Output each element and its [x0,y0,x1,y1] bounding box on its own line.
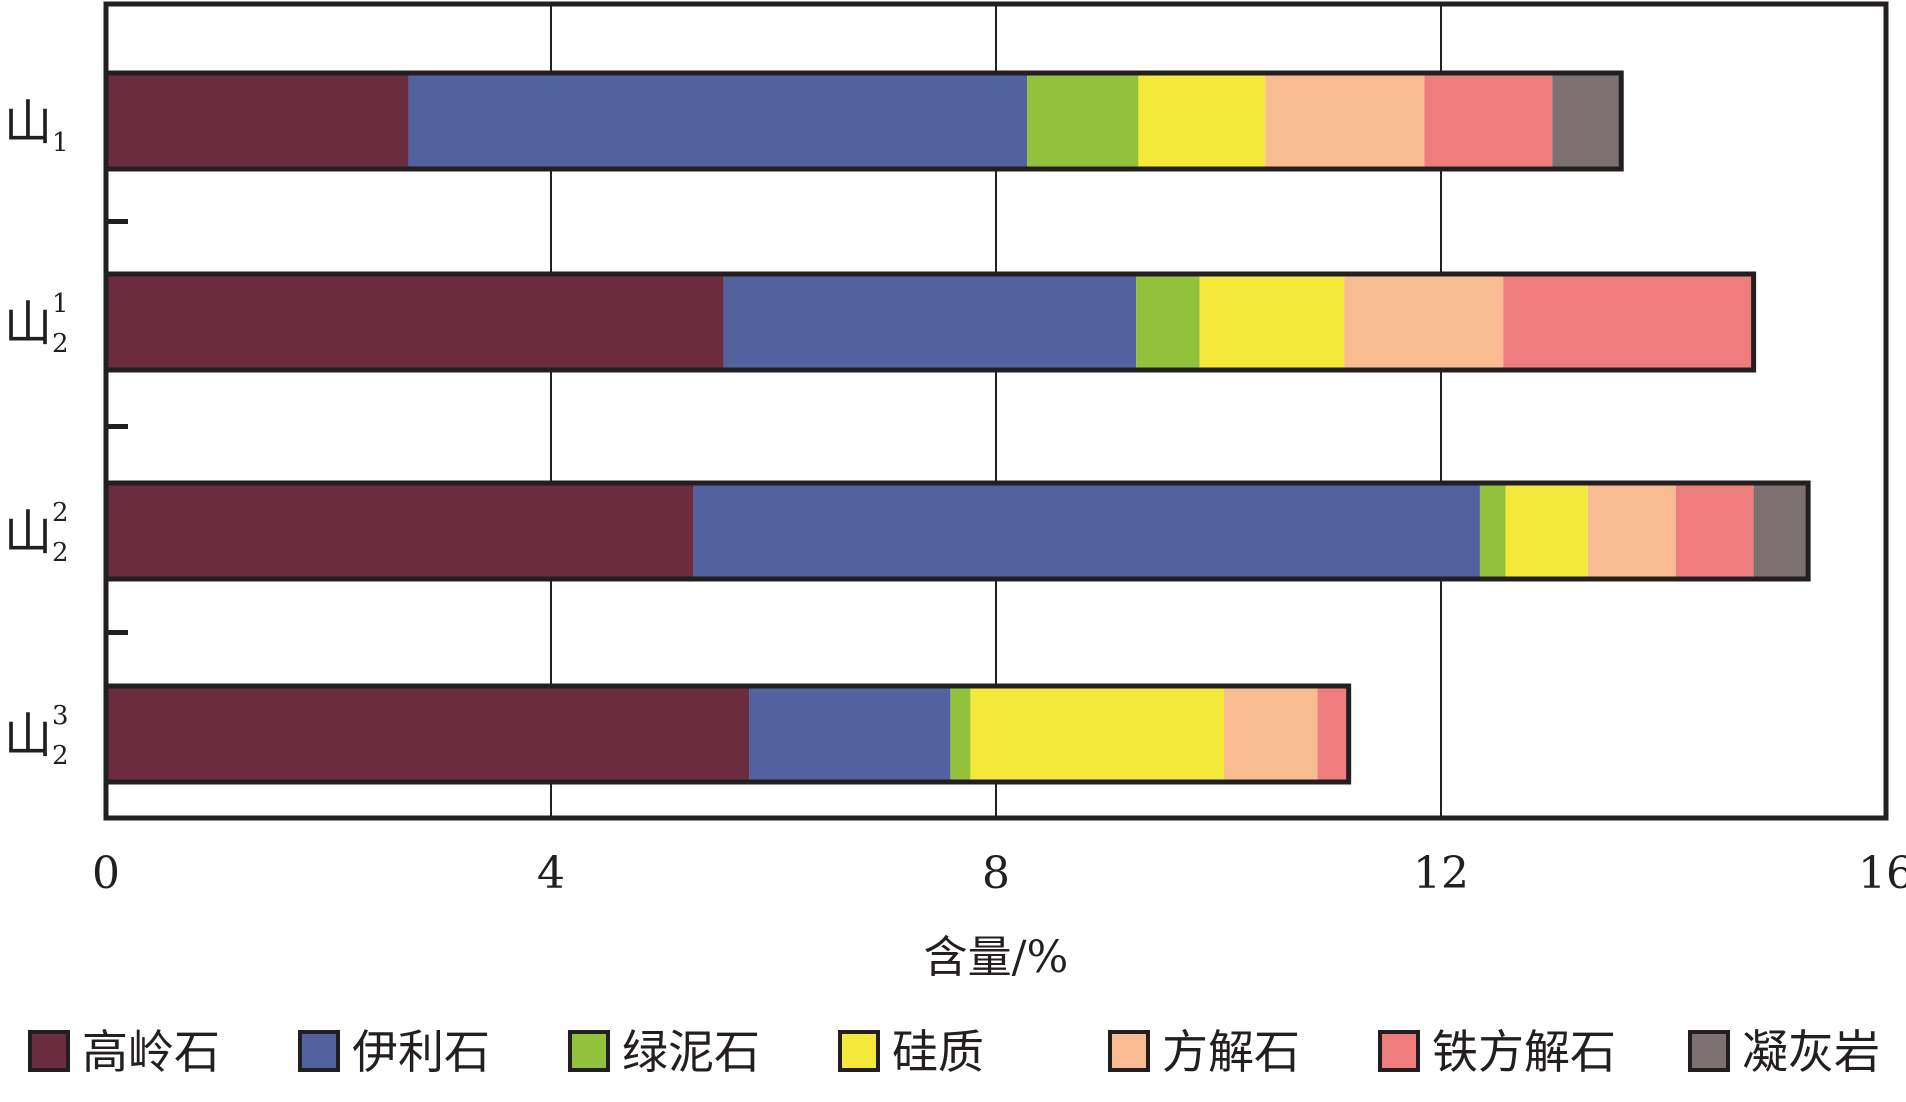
y-category-sup-3: 3 [52,701,69,731]
y-category-sub-0: 1 [52,128,69,158]
bar-segment-3-1 [749,686,951,782]
legend-label-0: 高岭石 [82,1025,220,1079]
legend-swatch-6 [1688,1030,1730,1072]
bar-segment-2-2 [1479,483,1506,579]
bar-segment-0-6 [1552,73,1622,169]
bar-segment-3-0 [106,686,750,782]
legend-label-2: 绿泥石 [622,1025,760,1079]
y-category-sub-3: 2 [52,741,69,771]
legend-swatch-4 [1108,1030,1150,1072]
y-category-label-0: 山 [4,95,52,151]
bar-segment-2-1 [693,483,1480,579]
x-axis-label: 含量/% [924,932,1069,983]
bar-segment-0-4 [1265,73,1425,169]
bar-segment-0-2 [1027,73,1139,169]
bar-segment-2-3 [1505,483,1588,579]
legend-label-4: 方解石 [1162,1025,1300,1079]
bar-segment-1-1 [723,274,1137,370]
bar-segment-1-0 [106,274,724,370]
bar-segment-3-5 [1317,686,1349,782]
y-category-label-3: 山 [4,708,52,764]
bar-segment-3-4 [1224,686,1318,782]
bar-segment-2-4 [1587,483,1676,579]
legend-swatch-2 [568,1030,610,1072]
y-category-sub-2: 2 [52,538,69,568]
bar-segment-1-4 [1344,274,1504,370]
x-tick-label-2: 8 [982,848,1010,899]
y-category-sub-1: 2 [52,329,69,359]
legend-label-6: 凝灰岩 [1742,1025,1880,1079]
bar-segment-3-3 [970,686,1225,782]
bar-segment-1-2 [1136,274,1200,370]
bar-segment-2-6 [1753,483,1809,579]
legend-label-1: 伊利石 [352,1025,490,1079]
legend-swatch-3 [838,1030,880,1072]
bar-segment-1-3 [1199,274,1345,370]
x-tick-label-0: 0 [92,848,120,899]
bar-segment-0-1 [408,73,1028,169]
bar-segment-1-5 [1503,274,1754,370]
x-tick-label-3: 12 [1413,848,1469,899]
y-category-label-1: 山 [4,296,52,352]
legend-swatch-0 [28,1030,70,1072]
bar-segment-0-3 [1138,73,1266,169]
x-tick-label-4: 16 [1858,848,1906,899]
y-category-sup-2: 2 [52,498,69,528]
legend-swatch-1 [298,1030,340,1072]
x-tick-label-1: 4 [537,848,565,899]
bar-segment-0-5 [1424,73,1553,169]
y-category-label-2: 山 [4,505,52,561]
bar-segment-0-0 [106,73,409,169]
bar-segment-2-5 [1675,483,1754,579]
legend-label-5: 铁方解石 [1432,1025,1616,1079]
bar-segment-2-0 [106,483,694,579]
legend-label-3: 硅质 [892,1025,984,1079]
legend-swatch-5 [1378,1030,1420,1072]
bar-segment-3-2 [950,686,971,782]
y-category-sup-1: 1 [52,289,69,319]
plot-frame [103,1,1889,821]
